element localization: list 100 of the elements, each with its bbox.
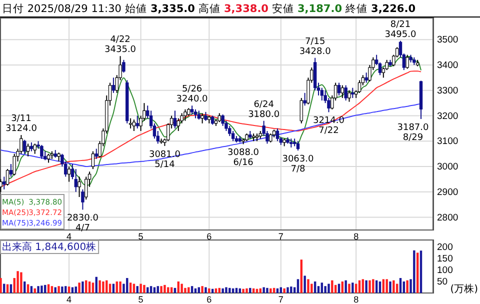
- candlestick: [94, 148, 98, 160]
- candlestick: [300, 97, 303, 124]
- candlestick: [122, 59, 126, 74]
- candlestick: [23, 139, 26, 154]
- bar: [406, 280, 408, 293]
- x-tick-label: 6: [206, 231, 212, 242]
- candlestick: [303, 92, 306, 106]
- candlestick: [40, 144, 44, 160]
- bar: [102, 281, 104, 293]
- chart-title: 日付 2025/08/29 11:30 始値 3,335.0 高値 3,338.0 安値 3,187.0 終値 3,226.0: [2, 3, 416, 15]
- x-tick-label: 8: [354, 294, 359, 304]
- bar: [352, 282, 354, 293]
- candlestick: [276, 128, 280, 142]
- bar: [184, 288, 186, 293]
- text: 3/11 3124.0: [5, 114, 37, 134]
- bar: [420, 250, 422, 293]
- bar: [156, 286, 159, 293]
- bar: [129, 282, 132, 293]
- text: 3063.0 7/8: [282, 154, 314, 175]
- bar: [20, 272, 22, 293]
- candlestick: [340, 84, 344, 98]
- bar: [222, 288, 224, 293]
- y-tick-label: 150: [437, 253, 453, 264]
- y-tick-label: 3300: [437, 85, 458, 96]
- text: 7/15 3428.0: [299, 36, 331, 57]
- candlestick: [231, 130, 235, 142]
- x-tick-label: 8: [354, 231, 359, 242]
- bar: [389, 281, 392, 293]
- candlestick: [6, 168, 10, 186]
- bar: [160, 286, 162, 293]
- candlestick: [364, 72, 368, 84]
- bar: [170, 287, 173, 293]
- x-tick-label: 4: [66, 231, 72, 242]
- bar: [143, 284, 146, 293]
- bar: [368, 280, 371, 293]
- candlestick: [173, 110, 177, 129]
- y-tick-label: 3200: [437, 110, 458, 122]
- bar: [365, 280, 368, 293]
- bar: [280, 287, 282, 293]
- text: 3081.0 5/14: [148, 150, 180, 170]
- bar: [61, 286, 64, 293]
- bar: [10, 284, 12, 293]
- bar: [286, 287, 289, 293]
- bar: [198, 287, 200, 293]
- candlestick: [0, 178, 2, 192]
- bar: [40, 286, 43, 293]
- bar: [16, 271, 19, 293]
- x-tick-label: 7: [278, 294, 284, 304]
- bar: [64, 286, 67, 293]
- text: 5/26 3240.0: [176, 84, 208, 105]
- bar: [167, 287, 170, 293]
- bar: [88, 281, 91, 293]
- candlestick: [26, 143, 30, 157]
- candlestick: [74, 168, 78, 192]
- bar: [334, 284, 337, 293]
- bar: [140, 284, 142, 293]
- bar: [153, 287, 156, 293]
- bar: [78, 282, 80, 293]
- bar: [341, 281, 344, 293]
- y-tick-label: 2800: [437, 212, 458, 224]
- bar: [24, 281, 26, 293]
- bar: [262, 287, 265, 293]
- bar: [68, 286, 70, 293]
- y-tick-label: 3100: [437, 136, 458, 148]
- candlestick: [406, 54, 409, 70]
- bar: [290, 286, 292, 293]
- bar: [150, 286, 152, 293]
- x-tick-label: 5: [138, 231, 144, 242]
- bar: [296, 279, 300, 293]
- y-tick-label: 2900: [437, 186, 458, 198]
- bar: [54, 287, 56, 293]
- bar: [44, 284, 46, 293]
- bar: [95, 276, 98, 293]
- candlestick: [81, 188, 84, 210]
- bar: [201, 286, 204, 293]
- bar: [382, 279, 385, 293]
- candlestick: [184, 108, 187, 122]
- bar: [71, 287, 74, 293]
- candlestick: [9, 163, 13, 178]
- candlestick: [33, 143, 36, 154]
- bar: [6, 284, 9, 293]
- candlestick: [351, 87, 354, 98]
- bar: [50, 286, 54, 293]
- candlestick: [228, 125, 232, 137]
- y-tick-label: 50: [437, 276, 448, 288]
- x-tick-label: 4: [66, 294, 72, 304]
- text: 3187.0 8/29: [397, 123, 429, 144]
- candlestick: [348, 90, 351, 102]
- y-axis-title: (万株): [450, 283, 478, 295]
- candlestick: [136, 115, 139, 129]
- candlestick: [337, 82, 341, 96]
- bar: [190, 286, 194, 293]
- bar: [37, 286, 40, 293]
- bar: [331, 280, 334, 293]
- candlestick: [296, 140, 300, 152]
- bar: [82, 281, 84, 293]
- bar: [26, 284, 30, 293]
- chart-title: 出来高 1,844,600株: [2, 241, 96, 253]
- y-tick-label: 100: [437, 264, 453, 276]
- bar: [324, 286, 326, 293]
